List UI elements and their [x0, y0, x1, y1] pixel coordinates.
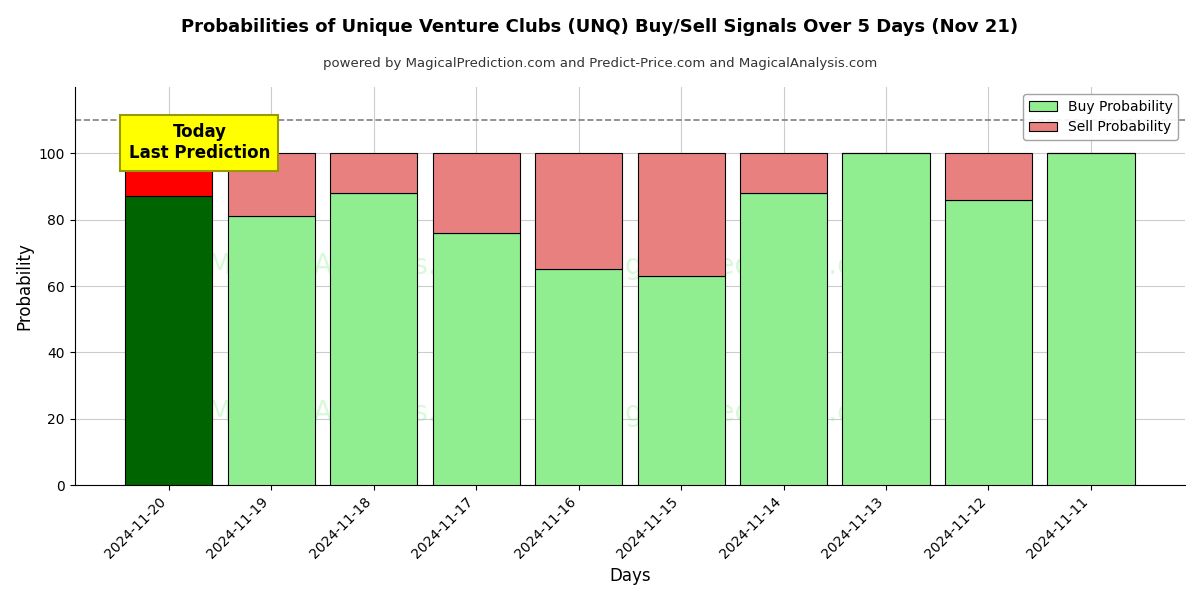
Bar [228, 217, 314, 485]
Y-axis label: Probability: Probability [16, 242, 34, 330]
Bar [125, 154, 212, 196]
Bar [228, 154, 314, 217]
Bar [432, 233, 520, 485]
Bar [432, 154, 520, 233]
Text: powered by MagicalPrediction.com and Predict-Price.com and MagicalAnalysis.com: powered by MagicalPrediction.com and Pre… [323, 57, 877, 70]
Bar [637, 154, 725, 276]
Text: MagicalPrediction.com: MagicalPrediction.com [584, 252, 898, 280]
Bar [944, 154, 1032, 200]
Text: Probabilities of Unique Venture Clubs (UNQ) Buy/Sell Signals Over 5 Days (Nov 21: Probabilities of Unique Venture Clubs (U… [181, 18, 1019, 36]
Bar [740, 154, 827, 193]
Bar [535, 269, 622, 485]
Bar [637, 276, 725, 485]
Legend: Buy Probability, Sell Probability: Buy Probability, Sell Probability [1024, 94, 1178, 140]
Bar [1048, 154, 1134, 485]
Bar [330, 154, 418, 193]
Bar [842, 154, 930, 485]
Text: MagicalAnalysis.com: MagicalAnalysis.com [208, 400, 497, 427]
Text: MagicalPrediction.com: MagicalPrediction.com [584, 400, 898, 427]
Bar [125, 196, 212, 485]
Bar [330, 193, 418, 485]
Bar [535, 154, 622, 269]
Text: Today
Last Prediction: Today Last Prediction [128, 124, 270, 162]
Text: MagicalAnalysis.com: MagicalAnalysis.com [208, 252, 497, 280]
X-axis label: Days: Days [610, 567, 650, 585]
Bar [944, 200, 1032, 485]
Bar [740, 193, 827, 485]
